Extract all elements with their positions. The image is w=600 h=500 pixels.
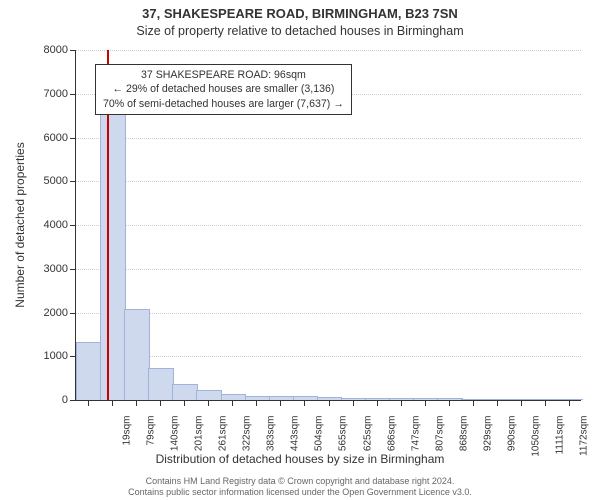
x-tick bbox=[353, 400, 354, 406]
x-tick bbox=[377, 400, 378, 406]
x-tick bbox=[160, 400, 161, 406]
histogram-bar bbox=[221, 394, 247, 400]
y-tick-label: 2000 bbox=[18, 307, 68, 319]
chart-title-sub: Size of property relative to detached ho… bbox=[0, 24, 600, 38]
histogram-bar bbox=[148, 368, 174, 400]
grid-line bbox=[76, 138, 581, 139]
figure-container: 37, SHAKESPEARE ROAD, BIRMINGHAM, B23 7S… bbox=[0, 0, 600, 500]
x-tick bbox=[449, 400, 450, 406]
attribution-line-2: Contains public sector information licen… bbox=[0, 487, 600, 498]
histogram-bar bbox=[172, 384, 198, 400]
grid-line bbox=[76, 50, 581, 51]
x-tick bbox=[88, 400, 89, 406]
y-tick bbox=[70, 225, 76, 226]
y-tick bbox=[70, 400, 76, 401]
x-tick bbox=[232, 400, 233, 406]
x-tick bbox=[521, 400, 522, 406]
x-tick bbox=[280, 400, 281, 406]
y-tick-label: 4000 bbox=[18, 219, 68, 231]
y-tick-label: 7000 bbox=[18, 88, 68, 100]
chart-title-main: 37, SHAKESPEARE ROAD, BIRMINGHAM, B23 7S… bbox=[0, 6, 600, 21]
x-axis-label: Distribution of detached houses by size … bbox=[0, 452, 600, 466]
histogram-bar bbox=[461, 399, 487, 400]
x-tick bbox=[136, 400, 137, 406]
histogram-bar bbox=[100, 106, 126, 400]
x-tick bbox=[329, 400, 330, 406]
grid-line bbox=[76, 181, 581, 182]
histogram-bar bbox=[557, 399, 583, 400]
y-tick bbox=[70, 94, 76, 95]
grid-line bbox=[76, 269, 581, 270]
x-tick bbox=[545, 400, 546, 406]
y-tick bbox=[70, 50, 76, 51]
x-tick bbox=[208, 400, 209, 406]
x-tick bbox=[569, 400, 570, 406]
x-tick bbox=[401, 400, 402, 406]
y-tick bbox=[70, 313, 76, 314]
y-tick bbox=[70, 181, 76, 182]
histogram-bar bbox=[509, 399, 535, 400]
histogram-bar bbox=[196, 390, 222, 400]
histogram-bar bbox=[269, 396, 295, 400]
x-tick bbox=[473, 400, 474, 406]
y-tick-label: 3000 bbox=[18, 263, 68, 275]
histogram-bar bbox=[533, 399, 559, 400]
y-tick bbox=[70, 269, 76, 270]
annotation-line-2: ← 29% of detached houses are smaller (3,… bbox=[103, 82, 344, 96]
y-tick-label: 1000 bbox=[18, 350, 68, 362]
annotation-line-3: 70% of semi-detached houses are larger (… bbox=[103, 97, 344, 111]
attribution-text: Contains HM Land Registry data © Crown c… bbox=[0, 476, 600, 499]
y-tick bbox=[70, 356, 76, 357]
histogram-bar bbox=[293, 396, 319, 400]
x-tick bbox=[304, 400, 305, 406]
x-tick bbox=[497, 400, 498, 406]
histogram-bar bbox=[485, 399, 511, 400]
annotation-line-1: 37 SHAKESPEARE ROAD: 96sqm bbox=[103, 68, 344, 82]
y-tick-label: 0 bbox=[18, 394, 68, 406]
histogram-bar bbox=[437, 398, 463, 400]
histogram-bar bbox=[245, 396, 271, 401]
grid-line bbox=[76, 356, 581, 357]
grid-line bbox=[76, 313, 581, 314]
x-tick bbox=[184, 400, 185, 406]
attribution-line-1: Contains HM Land Registry data © Crown c… bbox=[0, 476, 600, 487]
histogram-bar bbox=[413, 398, 439, 400]
x-tick bbox=[112, 400, 113, 406]
annotation-box: 37 SHAKESPEARE ROAD: 96sqm ← 29% of deta… bbox=[95, 64, 352, 115]
y-tick-label: 6000 bbox=[18, 132, 68, 144]
histogram-bar bbox=[76, 342, 102, 400]
y-tick-label: 5000 bbox=[18, 175, 68, 187]
histogram-bar bbox=[389, 398, 415, 400]
grid-line bbox=[76, 225, 581, 226]
x-tick bbox=[425, 400, 426, 406]
x-tick bbox=[256, 400, 257, 406]
y-tick bbox=[70, 138, 76, 139]
y-tick-label: 8000 bbox=[18, 44, 68, 56]
histogram-bar bbox=[124, 309, 150, 400]
